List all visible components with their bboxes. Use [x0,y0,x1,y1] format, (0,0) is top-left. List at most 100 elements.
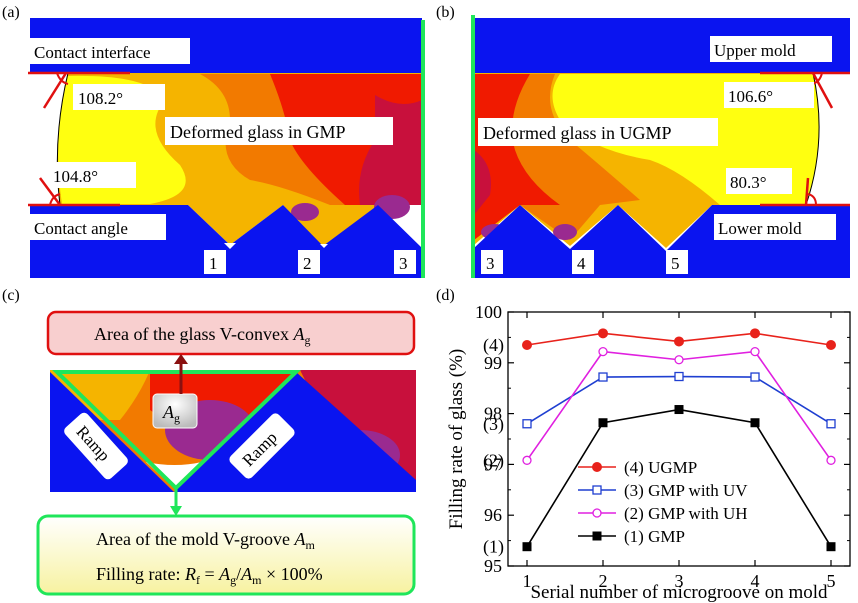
x-tick-label: 1 [523,571,532,591]
panel-a-gap-2 [320,244,328,248]
x-axis-label: Serial number of microgroove on mold [530,582,828,603]
panel-a-free-surface [56,72,69,206]
legend-marker [592,462,602,472]
y-tick-label: 100 [475,302,502,322]
panel-a-groove-1: 1 [209,254,218,273]
panel-b-groove-4: 4 [577,254,586,273]
panel-b-title-box [478,118,718,146]
panel-b-upper-mold-box [710,36,832,62]
x-tick-label: 2 [599,571,608,591]
data-point [598,372,608,382]
panel-c-mold-left [50,372,174,492]
panel-a-title-box [165,117,393,145]
panel-a-contact-angle: Contact angle [34,219,128,238]
panel-b-glass-red [474,74,560,240]
panel-b-tag: (b) [436,4,455,21]
y-tick-label: 99 [484,353,502,373]
series-line [526,375,832,425]
panel-a-groove-2-box [298,250,320,274]
panel-b-groove-5: 5 [671,254,680,273]
data-point [826,455,836,465]
data-point [674,371,684,382]
panel-d-tag: (d) [436,287,455,304]
y-tick-label: 95 [484,556,502,576]
panel-a-tag: (a) [2,4,20,21]
panel-b-groove-4-box [572,250,594,274]
panel-b-tangent-top [811,72,834,109]
data-point [826,340,836,351]
panel-a-angle-arc-top [56,72,69,85]
legend-label: (1) GMP [624,527,685,546]
data-point [522,340,532,351]
legend-marker [592,485,602,495]
legend-marker [592,508,602,518]
area-mold-label: Area of the mold V-groove Am [96,529,315,552]
panel-b-angle-bottom-box [726,168,792,194]
data-point [598,328,608,339]
panel-c: (c) Area of the glass V-convex Ag Ag Ram… [2,287,416,596]
ag-box [152,393,198,429]
arrow-down-icon [170,506,182,516]
panel-a-glass-crimson [359,95,422,205]
data-point [522,455,532,465]
data-point [750,418,760,428]
panel-a-angle-arc-bottom [49,193,61,206]
panel-a-contact-interface: Contact interface [34,43,151,62]
panel-b-free-surface [805,72,820,206]
panel-b-angle-arc-bottom [807,193,817,206]
data-point [826,542,836,552]
data-point [750,372,760,382]
panel-c-void [146,462,202,488]
data-point [750,328,760,339]
x-tick-label: 5 [827,571,836,591]
panel-b-angle-bottom: 80.3° [730,173,767,192]
series-tag: (4) [483,335,504,356]
panel-a-groove-1-box [204,250,226,274]
panel-a-groove-3: 3 [399,254,408,273]
data-point [598,346,608,357]
data-point [826,419,836,429]
data-point [522,419,532,429]
panel-b: (b) Upper mold 106.6° Deformed glass in … [436,4,850,278]
legend-marker [592,531,602,541]
filling-rate-formula: Filling rate: Rf = Ag/Am × 100% [96,564,323,587]
panel-a-angle-bottom: 104.8° [53,167,98,186]
area-glass-box [46,310,416,356]
y-tick-label: 98 [484,404,502,424]
panel-a-groove-2: 2 [303,254,312,273]
panel-a-contact-interface-box [30,38,190,64]
series-tag: (2) [483,450,504,471]
y-tick-label: 97 [484,454,502,474]
x-tick-label: 4 [751,571,760,591]
y-tick-label: 96 [484,505,502,525]
arrow-up-icon [174,354,188,364]
series-tag: (3) [483,414,504,435]
data-point [522,542,532,552]
data-point [674,405,684,415]
x-tick-label: 3 [675,571,684,591]
panel-c-tag: (c) [2,287,20,304]
panel-b-groove-5-box [666,250,688,274]
panel-b-glass-purple-2 [553,224,577,240]
area-glass-label: Area of the glass V-convex Ag [94,324,310,347]
panel-b-lower-mold-box [714,214,836,240]
panel-b-groove-3: 3 [486,254,495,273]
panel-b-tangent-bottom [804,177,810,206]
panel-a-angle-top-box [73,84,165,110]
panel-a-glass-purple-2 [291,203,319,221]
panel-b-glass-crimson [474,150,491,215]
legend-label: (3) GMP with UV [624,481,748,500]
panel-b-lower-mold-label: Lower mold [718,219,802,238]
ag-label: Ag [162,402,180,425]
legend-label: (4) UGMP [624,458,697,477]
panel-b-angle-top-box [724,82,814,108]
panel-a: (a) Contact interface 108.2° Deformed gl… [2,4,425,278]
area-mold-box [36,514,416,596]
panel-a-angle-top: 108.2° [78,89,123,108]
data-point [674,336,684,347]
panel-a-tangent-bottom [38,177,62,206]
panel-a-angle-bottom-box [50,162,136,188]
